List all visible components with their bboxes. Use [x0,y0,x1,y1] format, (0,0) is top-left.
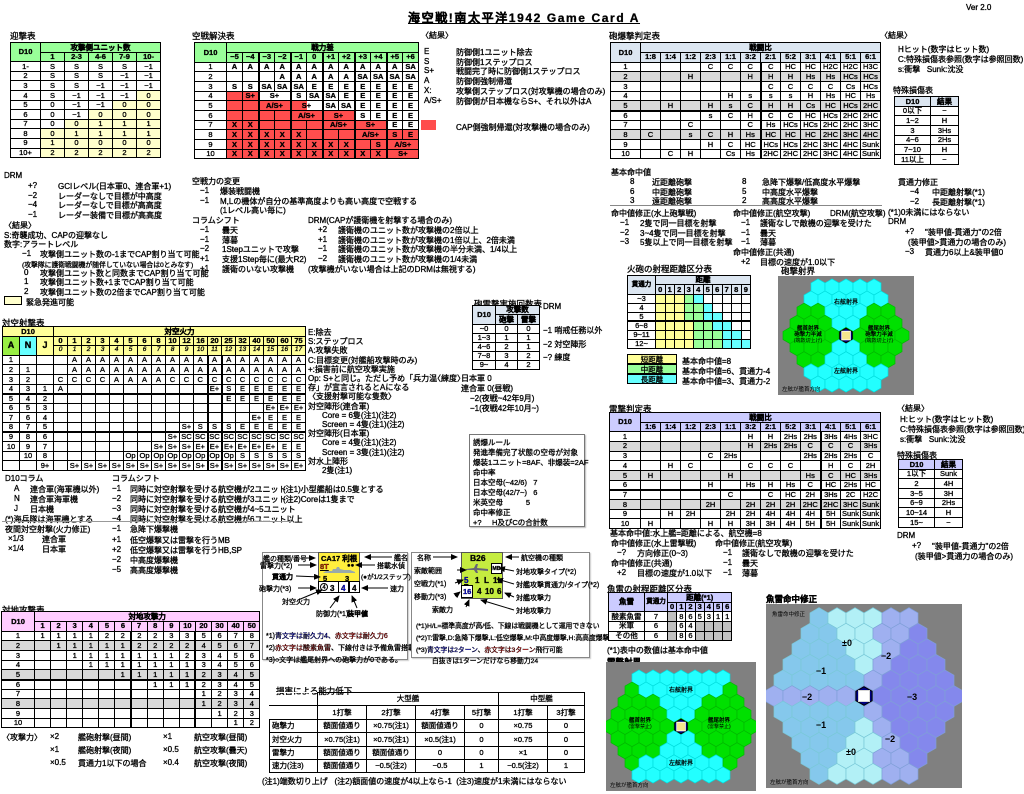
svg-text:右舷射界: 右舷射界 [668,686,694,694]
svg-text:±0: ±0 [846,747,856,757]
svg-text:艦尾射界: 艦尾射界 [708,716,731,724]
svg-text:(雷撃禁止): (雷撃禁止) [707,723,731,730]
svg-text:左舷射界: 左舷射界 [833,367,859,375]
svg-text:艦尾射界: 艦尾射界 [868,324,891,332]
svg-text:艦首射界: 艦首射界 [629,716,652,724]
svg-text:砲撃力半減: 砲撃力半減 [794,330,822,338]
svg-text:砲撃力半減: 砲撃力半減 [865,330,893,338]
svg-text:(端数切上げ): (端数切上げ) [865,337,894,344]
svg-text:艦首射界: 艦首射界 [797,324,820,332]
svg-text:−2: −2 [881,651,891,661]
svg-text:−2: −2 [802,692,812,702]
svg-text:(端数切上げ): (端数切上げ) [794,337,823,344]
svg-text:−2: −2 [885,734,895,744]
svg-text:(雷撃禁止): (雷撃禁止) [628,723,652,730]
svg-text:−1: −1 [816,666,826,676]
svg-text:−3: −3 [907,692,917,702]
svg-text:±0: ±0 [842,638,852,648]
svg-text:−1: −1 [816,720,826,730]
svg-text:左舷が艦首方向: 左舷が艦首方向 [782,385,821,393]
svg-text:左舷が艦首方向: 左舷が艦首方向 [770,778,809,786]
svg-text:左舷射界: 左舷射界 [668,759,694,767]
svg-text:右舷射界: 右舷射界 [833,298,859,306]
svg-text:魚雷命中修正: 魚雷命中修正 [772,610,806,618]
svg-text:左舷が艦首方向: 左舷が艦首方向 [610,781,649,789]
